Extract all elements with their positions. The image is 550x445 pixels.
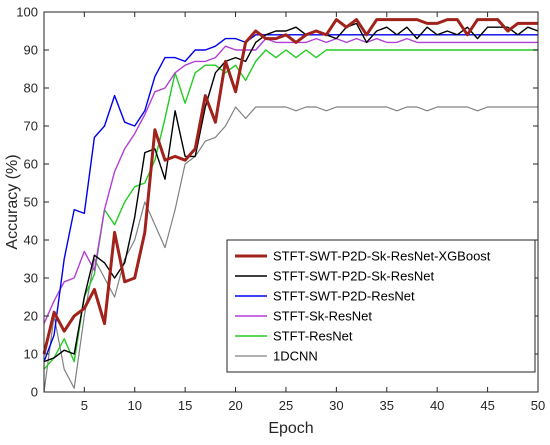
x-tick-label: 10 [128, 398, 142, 413]
y-tick-label: 50 [24, 195, 38, 210]
y-tick-label: 100 [16, 5, 38, 20]
y-tick-label: 20 [24, 309, 38, 324]
x-tick-label: 35 [380, 398, 394, 413]
x-tick-label: 45 [480, 398, 494, 413]
legend-box [226, 239, 536, 373]
y-tick-label: 40 [24, 233, 38, 248]
legend-label: STFT-Sk-ResNet [273, 309, 372, 324]
y-axis-label: Accuracy (%) [4, 154, 21, 249]
legend-label: STFT-SWT-P2D-Sk-ResNet [273, 269, 434, 284]
y-tick-label: 80 [24, 81, 38, 96]
legend-label: STFT-ResNet [273, 329, 353, 344]
series-line-stft-sk-resnet [43, 37, 538, 324]
legend-label: STFT-SWT-P2D-ResNet [273, 289, 415, 304]
y-tick-label: 90 [24, 43, 38, 58]
series-line-stft-swt-p2d-sk-resnet-xgboost [42, 18, 538, 355]
legend-label: STFT-SWT-P2D-Sk-ResNet-XGBoost [273, 249, 491, 264]
x-tick-label: 30 [329, 398, 343, 413]
y-tick-label: 10 [24, 347, 38, 362]
axis-ticks: 5 10 15 20 25 30 35 40 45 50 0 10 20 30 40 50 60 70 80 90 10… [16, 5, 545, 414]
legend-label: 1DCNN [273, 349, 318, 364]
y-tick-label: 60 [24, 157, 38, 172]
x-tick-label: 5 [81, 398, 88, 413]
x-tick-label: 40 [430, 398, 444, 413]
chart-legend: STFT-SWT-P2D-Sk-ResNet-XGBoost STFT-SWT-P… [226, 239, 536, 373]
series-line-stft-swt-p2d-sk-resnet [43, 22, 539, 363]
x-tick-label: 50 [531, 398, 545, 413]
y-tick-label: 30 [24, 271, 38, 286]
series-line-stft-resnet [43, 49, 538, 370]
x-tick-label: 20 [228, 398, 242, 413]
x-tick-label: 15 [178, 398, 192, 413]
x-axis-label: Epoch [268, 420, 313, 437]
plot-series [42, 18, 539, 393]
y-tick-label: 70 [24, 119, 38, 134]
x-tick-label: 25 [279, 398, 293, 413]
y-tick-label: 0 [31, 385, 38, 400]
